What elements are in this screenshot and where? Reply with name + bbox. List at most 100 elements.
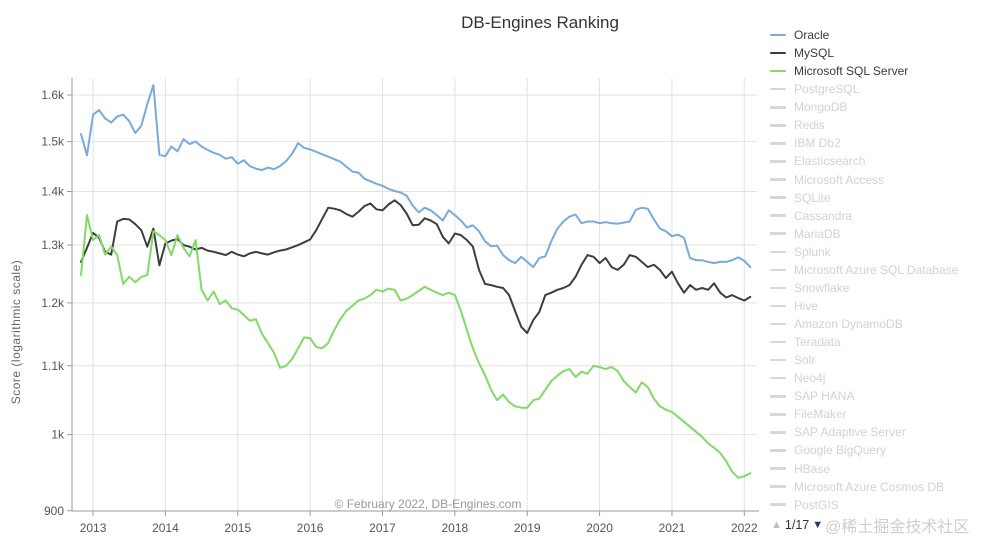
x-tick-label: 2019 — [514, 521, 541, 535]
legend-item-mongodb[interactable]: MongoDB — [770, 98, 958, 116]
legend-item-postgresql[interactable]: PostgreSQL — [770, 80, 958, 98]
legend-item-filemaker[interactable]: FileMaker — [770, 405, 958, 423]
legend-item-solr[interactable]: Solr — [770, 351, 958, 369]
legend-item-hbase[interactable]: HBase — [770, 460, 958, 478]
legend-line-swatch — [770, 106, 786, 109]
legend-line-swatch — [770, 322, 786, 326]
legend-line-swatch — [770, 142, 786, 145]
legend-item-microsoft-sql-server[interactable]: Microsoft SQL Server — [770, 62, 958, 80]
page-down-icon[interactable]: ▼ — [812, 519, 824, 531]
legend-item-label: SAP Adaptive Server — [794, 425, 906, 440]
legend-line-swatch — [770, 178, 786, 181]
legend-line-swatch — [770, 51, 786, 55]
legend-item-teradata[interactable]: Teradata — [770, 333, 958, 351]
legend-line-swatch — [770, 214, 786, 217]
watermark-text: @稀土掘金技术社区 — [825, 519, 970, 536]
legend-item-label: Neo4j — [794, 371, 826, 386]
legend-item-microsoft-azure-sql-database[interactable]: Microsoft Azure SQL Database — [770, 261, 958, 279]
legend-item-label: Microsoft Access — [794, 172, 885, 187]
legend-item-splunk[interactable]: Splunk — [770, 243, 958, 261]
legend-line-swatch — [770, 69, 786, 73]
legend-item-ibm-db2[interactable]: IBM Db2 — [770, 134, 958, 152]
legend-item-microsoft-azure-cosmos-db[interactable]: Microsoft Azure Cosmos DB — [770, 478, 958, 496]
legend-item-hive[interactable]: Hive — [770, 297, 958, 315]
legend-item-label: PostGIS — [794, 497, 839, 512]
y-tick-label: 1.6k — [41, 88, 65, 102]
legend-line-swatch — [770, 268, 786, 272]
x-tick-label: 2021 — [659, 521, 686, 535]
legend-item-label: Oracle — [794, 28, 830, 43]
legend-line-swatch — [770, 467, 786, 470]
legend-pagination: ▲ 1/17 ▼ @稀土掘金技术社区 — [771, 513, 969, 537]
legend-line-swatch — [770, 358, 786, 362]
legend-item-google-bigquery[interactable]: Google BigQuery — [770, 441, 958, 459]
x-tick-label: 2018 — [442, 521, 469, 535]
y-axis-title: Score (logarithmic scale) — [9, 259, 23, 405]
x-tick-label: 2020 — [586, 521, 613, 535]
legend-line-swatch — [770, 304, 786, 308]
legend-line-swatch — [770, 503, 786, 506]
legend-item-neo4j[interactable]: Neo4j — [770, 369, 958, 387]
legend-line-swatch — [770, 87, 786, 91]
legend-item-elasticsearch[interactable]: Elasticsearch — [770, 152, 958, 170]
series-line-microsoft-sql-server[interactable] — [80, 214, 752, 479]
legend-line-swatch — [770, 485, 786, 488]
legend-item-label: Solr — [794, 353, 816, 368]
legend-item-label: Cassandra — [794, 208, 853, 223]
legend-item-label: Redis — [794, 118, 825, 133]
x-tick-label: 2017 — [369, 521, 396, 535]
legend-item-sqlite[interactable]: SQLite — [770, 189, 958, 207]
x-tick-label: 2015 — [224, 521, 251, 535]
legend-item-label: SQLite — [794, 190, 831, 205]
legend-item-label: MariaDB — [794, 226, 841, 241]
y-tick-label: 900 — [44, 504, 64, 518]
y-tick-label: 1.5k — [41, 135, 65, 149]
legend-item-label: Elasticsearch — [794, 154, 866, 169]
legend-item-sap-hana[interactable]: SAP HANA — [770, 387, 958, 405]
legend-line-swatch — [770, 124, 786, 127]
legend-item-label: Amazon DynamoDB — [794, 317, 903, 332]
legend-item-microsoft-access[interactable]: Microsoft Access — [770, 171, 958, 189]
x-tick-label: 2014 — [152, 521, 179, 535]
legend-item-cassandra[interactable]: Cassandra — [770, 207, 958, 225]
legend-item-label: Google BigQuery — [794, 443, 887, 458]
legend-line-swatch — [770, 286, 786, 290]
legend-item-sap-adaptive-server[interactable]: SAP Adaptive Server — [770, 423, 958, 441]
legend-item-redis[interactable]: Redis — [770, 116, 958, 134]
legend-line-swatch — [770, 431, 786, 434]
x-tick-label: 2016 — [297, 521, 324, 535]
legend-item-label: HBase — [794, 461, 831, 476]
legend-item-label: Snowflake — [794, 280, 850, 295]
legend-item-label: Splunk — [794, 244, 831, 259]
legend-item-oracle[interactable]: Oracle — [770, 26, 958, 44]
legend-item-mysql[interactable]: MySQL — [770, 44, 958, 62]
legend-line-swatch — [770, 33, 786, 37]
y-tick-label: 1.3k — [41, 238, 65, 252]
legend-line-swatch — [770, 196, 786, 199]
legend-item-amazon-dynamodb[interactable]: Amazon DynamoDB — [770, 315, 958, 333]
legend-item-label: Teradata — [794, 335, 841, 350]
y-tick-label: 1.4k — [41, 184, 65, 198]
legend-item-postgis[interactable]: PostGIS — [770, 496, 958, 514]
series-line-mysql[interactable] — [80, 199, 752, 334]
y-tick-label: 1.2k — [41, 296, 65, 310]
legend-item-label: Microsoft Azure SQL Database — [794, 262, 959, 277]
legend-line-swatch — [770, 250, 786, 254]
copyright-note: © February 2022, DB-Engines.com — [334, 497, 522, 511]
legend-item-snowflake[interactable]: Snowflake — [770, 279, 958, 297]
legend-line-swatch — [770, 376, 786, 380]
series-line-oracle[interactable] — [80, 84, 752, 269]
legend-item-mariadb[interactable]: MariaDB — [770, 225, 958, 243]
legend-item-label: Hive — [794, 298, 819, 313]
y-tick-label: 1.1k — [41, 359, 65, 373]
page-up-icon[interactable]: ▲ — [771, 519, 782, 531]
legend-line-swatch — [770, 395, 786, 398]
legend-item-label: Microsoft Azure Cosmos DB — [794, 479, 945, 494]
legend-line-swatch — [770, 449, 786, 452]
legend-item-label: FileMaker — [794, 407, 847, 422]
x-tick-label: 2013 — [80, 521, 107, 535]
legend-line-swatch — [770, 160, 786, 163]
legend-line-swatch — [770, 413, 786, 416]
